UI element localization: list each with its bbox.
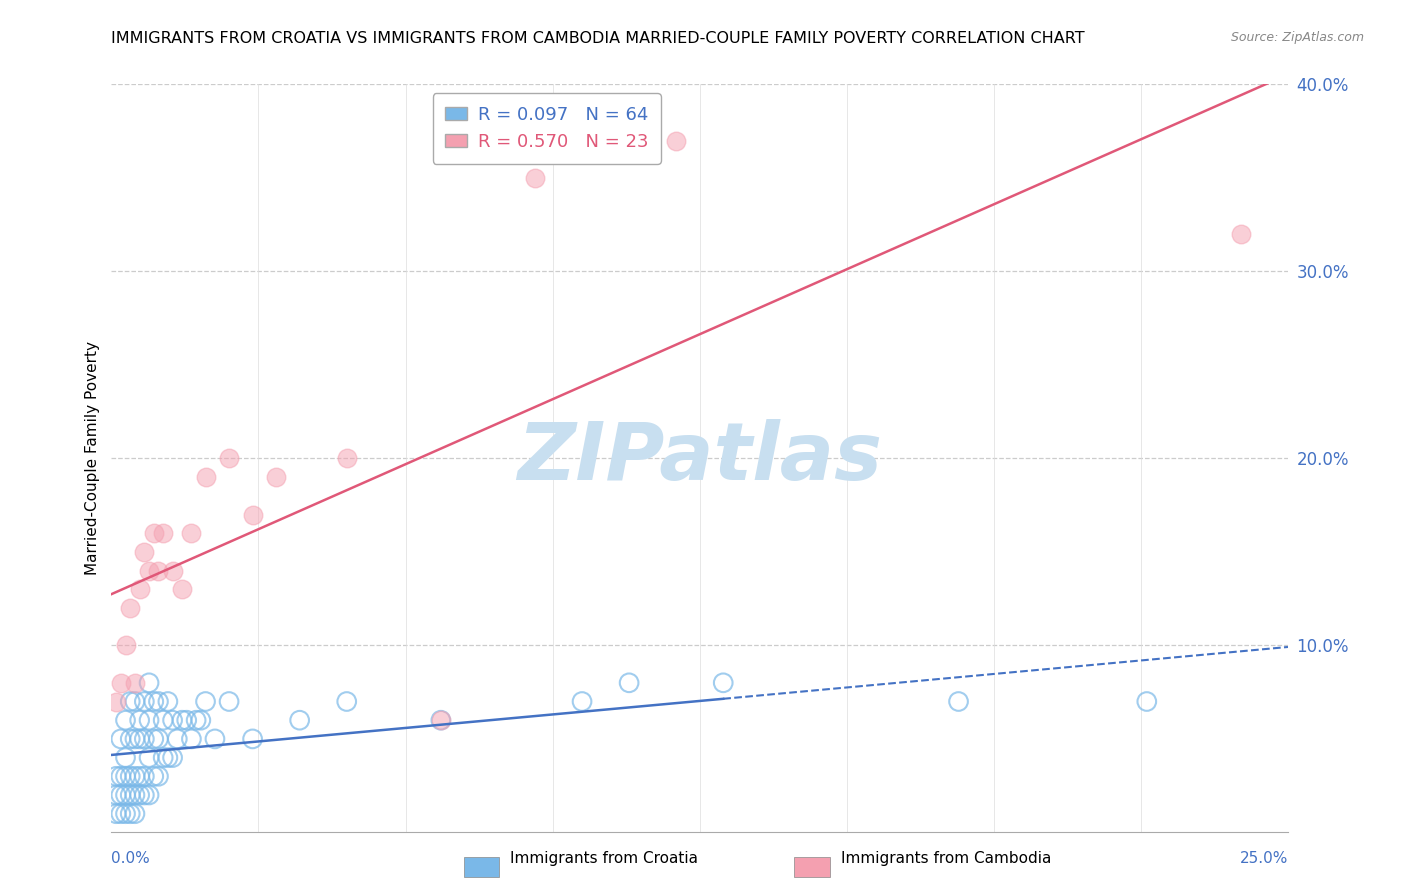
Point — [105, 694, 128, 708]
Point — [128, 731, 150, 746]
Point — [114, 769, 136, 783]
Point — [114, 788, 136, 802]
Point — [138, 564, 160, 578]
Point — [110, 788, 132, 802]
Point — [170, 582, 193, 597]
Point — [124, 788, 146, 802]
Point — [665, 134, 688, 148]
Point — [124, 675, 146, 690]
Point — [120, 806, 142, 821]
Text: IMMIGRANTS FROM CROATIA VS IMMIGRANTS FROM CAMBODIA MARRIED-COUPLE FAMILY POVERT: IMMIGRANTS FROM CROATIA VS IMMIGRANTS FR… — [111, 31, 1085, 46]
Point — [128, 769, 150, 783]
Point — [124, 731, 146, 746]
Point — [571, 694, 593, 708]
Legend: R = 0.097   N = 64, R = 0.570   N = 23: R = 0.097 N = 64, R = 0.570 N = 23 — [433, 94, 661, 164]
Point — [148, 769, 170, 783]
Point — [170, 713, 193, 727]
Point — [120, 694, 142, 708]
Point — [120, 769, 142, 783]
Point — [142, 731, 165, 746]
Y-axis label: Married-Couple Family Poverty: Married-Couple Family Poverty — [86, 342, 100, 575]
Point — [124, 694, 146, 708]
Point — [430, 713, 453, 727]
Point — [180, 731, 202, 746]
Point — [190, 713, 212, 727]
Point — [120, 731, 142, 746]
Point — [1230, 227, 1253, 241]
Point — [134, 694, 156, 708]
Point — [142, 769, 165, 783]
Point — [110, 731, 132, 746]
Text: 0.0%: 0.0% — [111, 851, 150, 865]
Point — [114, 806, 136, 821]
Point — [948, 694, 970, 708]
Point — [124, 806, 146, 821]
Point — [142, 694, 165, 708]
Point — [110, 675, 132, 690]
Point — [128, 713, 150, 727]
Point — [264, 470, 287, 484]
Point — [156, 694, 179, 708]
Point — [148, 564, 170, 578]
Point — [152, 526, 174, 541]
Point — [194, 470, 217, 484]
Point — [336, 451, 359, 466]
Text: Immigrants from Croatia: Immigrants from Croatia — [510, 851, 699, 865]
Point — [138, 788, 160, 802]
Point — [152, 713, 174, 727]
Point — [162, 713, 184, 727]
Point — [176, 713, 198, 727]
Point — [134, 731, 156, 746]
Text: ZIPatlas: ZIPatlas — [517, 419, 882, 498]
Point — [128, 788, 150, 802]
Point — [180, 526, 202, 541]
Point — [134, 769, 156, 783]
Text: Immigrants from Cambodia: Immigrants from Cambodia — [841, 851, 1052, 865]
Point — [711, 675, 734, 690]
Point — [142, 526, 165, 541]
Point — [166, 731, 188, 746]
Point — [148, 694, 170, 708]
Point — [218, 451, 240, 466]
Point — [162, 750, 184, 764]
Point — [242, 731, 264, 746]
Point — [336, 694, 359, 708]
Point — [204, 731, 226, 746]
Point — [110, 769, 132, 783]
Point — [162, 564, 184, 578]
Point — [523, 170, 546, 185]
Point — [114, 713, 136, 727]
Point — [218, 694, 240, 708]
Point — [156, 750, 179, 764]
Point — [430, 713, 453, 727]
Point — [138, 713, 160, 727]
Point — [134, 545, 156, 559]
Point — [184, 713, 207, 727]
Point — [288, 713, 311, 727]
Point — [114, 750, 136, 764]
Point — [105, 788, 128, 802]
Point — [134, 788, 156, 802]
Point — [152, 750, 174, 764]
Point — [120, 601, 142, 615]
Point — [138, 750, 160, 764]
Text: Source: ZipAtlas.com: Source: ZipAtlas.com — [1230, 31, 1364, 45]
Point — [242, 508, 264, 522]
Point — [1136, 694, 1159, 708]
Point — [110, 806, 132, 821]
Point — [617, 675, 640, 690]
Point — [120, 788, 142, 802]
Point — [138, 675, 160, 690]
Point — [194, 694, 217, 708]
Point — [128, 582, 150, 597]
Point — [105, 806, 128, 821]
Point — [148, 731, 170, 746]
Point — [124, 769, 146, 783]
Text: 25.0%: 25.0% — [1240, 851, 1288, 865]
Point — [105, 769, 128, 783]
Point — [114, 639, 136, 653]
